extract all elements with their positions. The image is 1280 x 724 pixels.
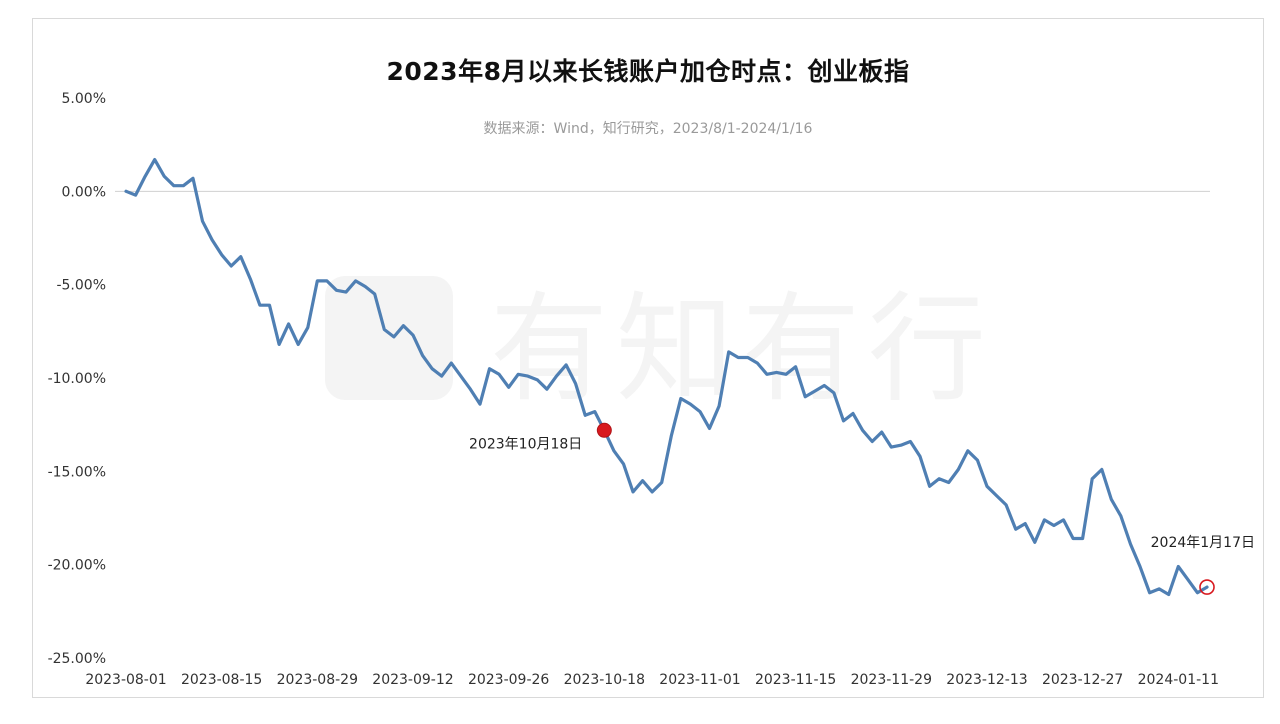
x-tick-label: 2023-11-29 — [851, 672, 932, 688]
annotation-marker — [596, 422, 612, 438]
x-tick-label: 2023-08-01 — [85, 672, 166, 688]
y-tick-label: -10.00% — [48, 371, 106, 387]
x-tick-label: 2024-01-11 — [1138, 672, 1219, 688]
x-axis: 2023-08-01 2023-08-15 2023-08-29 2023-09-12… — [85, 672, 1219, 688]
x-tick-label: 2023-10-18 — [564, 672, 645, 688]
x-tick-label: 2023-08-29 — [277, 672, 358, 688]
chart-title: 2023年8月以来长钱账户加仓时点：创业板指 — [386, 57, 910, 86]
annotation-label: 2023年10月18日 — [469, 436, 582, 452]
x-tick-label: 2023-08-15 — [181, 672, 262, 688]
x-tick-label: 2023-09-12 — [372, 672, 453, 688]
watermark: 有知有行 — [325, 276, 994, 418]
y-tick-label: -5.00% — [56, 278, 106, 294]
x-tick-label: 2023-11-15 — [755, 672, 836, 688]
annotation-marker — [1199, 579, 1215, 595]
annotations-layer: 2023年10月18日 2024年1月17日 — [469, 422, 1255, 595]
chart-frame — [32, 18, 1264, 698]
x-tick-label: 2023-12-13 — [946, 672, 1027, 688]
x-tick-label: 2023-12-27 — [1042, 672, 1123, 688]
y-tick-label: 5.00% — [62, 91, 106, 107]
y-tick-label: -20.00% — [48, 558, 106, 574]
series-line — [124, 158, 1209, 597]
series-layer — [124, 158, 1209, 597]
watermark-logo-icon — [325, 276, 453, 400]
y-axis: 5.00% 0.00% -5.00% -10.00% -15.00% -20.00% -25… — [48, 91, 106, 667]
y-tick-label: -15.00% — [48, 464, 106, 480]
x-tick-label: 2023-09-26 — [468, 672, 549, 688]
y-tick-label: 0.00% — [62, 184, 106, 200]
watermark-text: 有知有行 — [490, 280, 994, 418]
y-tick-label: -25.00% — [48, 651, 106, 667]
x-tick-label: 2023-11-01 — [659, 672, 740, 688]
chart-subtitle: 数据来源：Wind，知行研究，2023/8/1-2024/1/16 — [483, 121, 813, 137]
annotation-label: 2024年1月17日 — [1151, 535, 1255, 551]
